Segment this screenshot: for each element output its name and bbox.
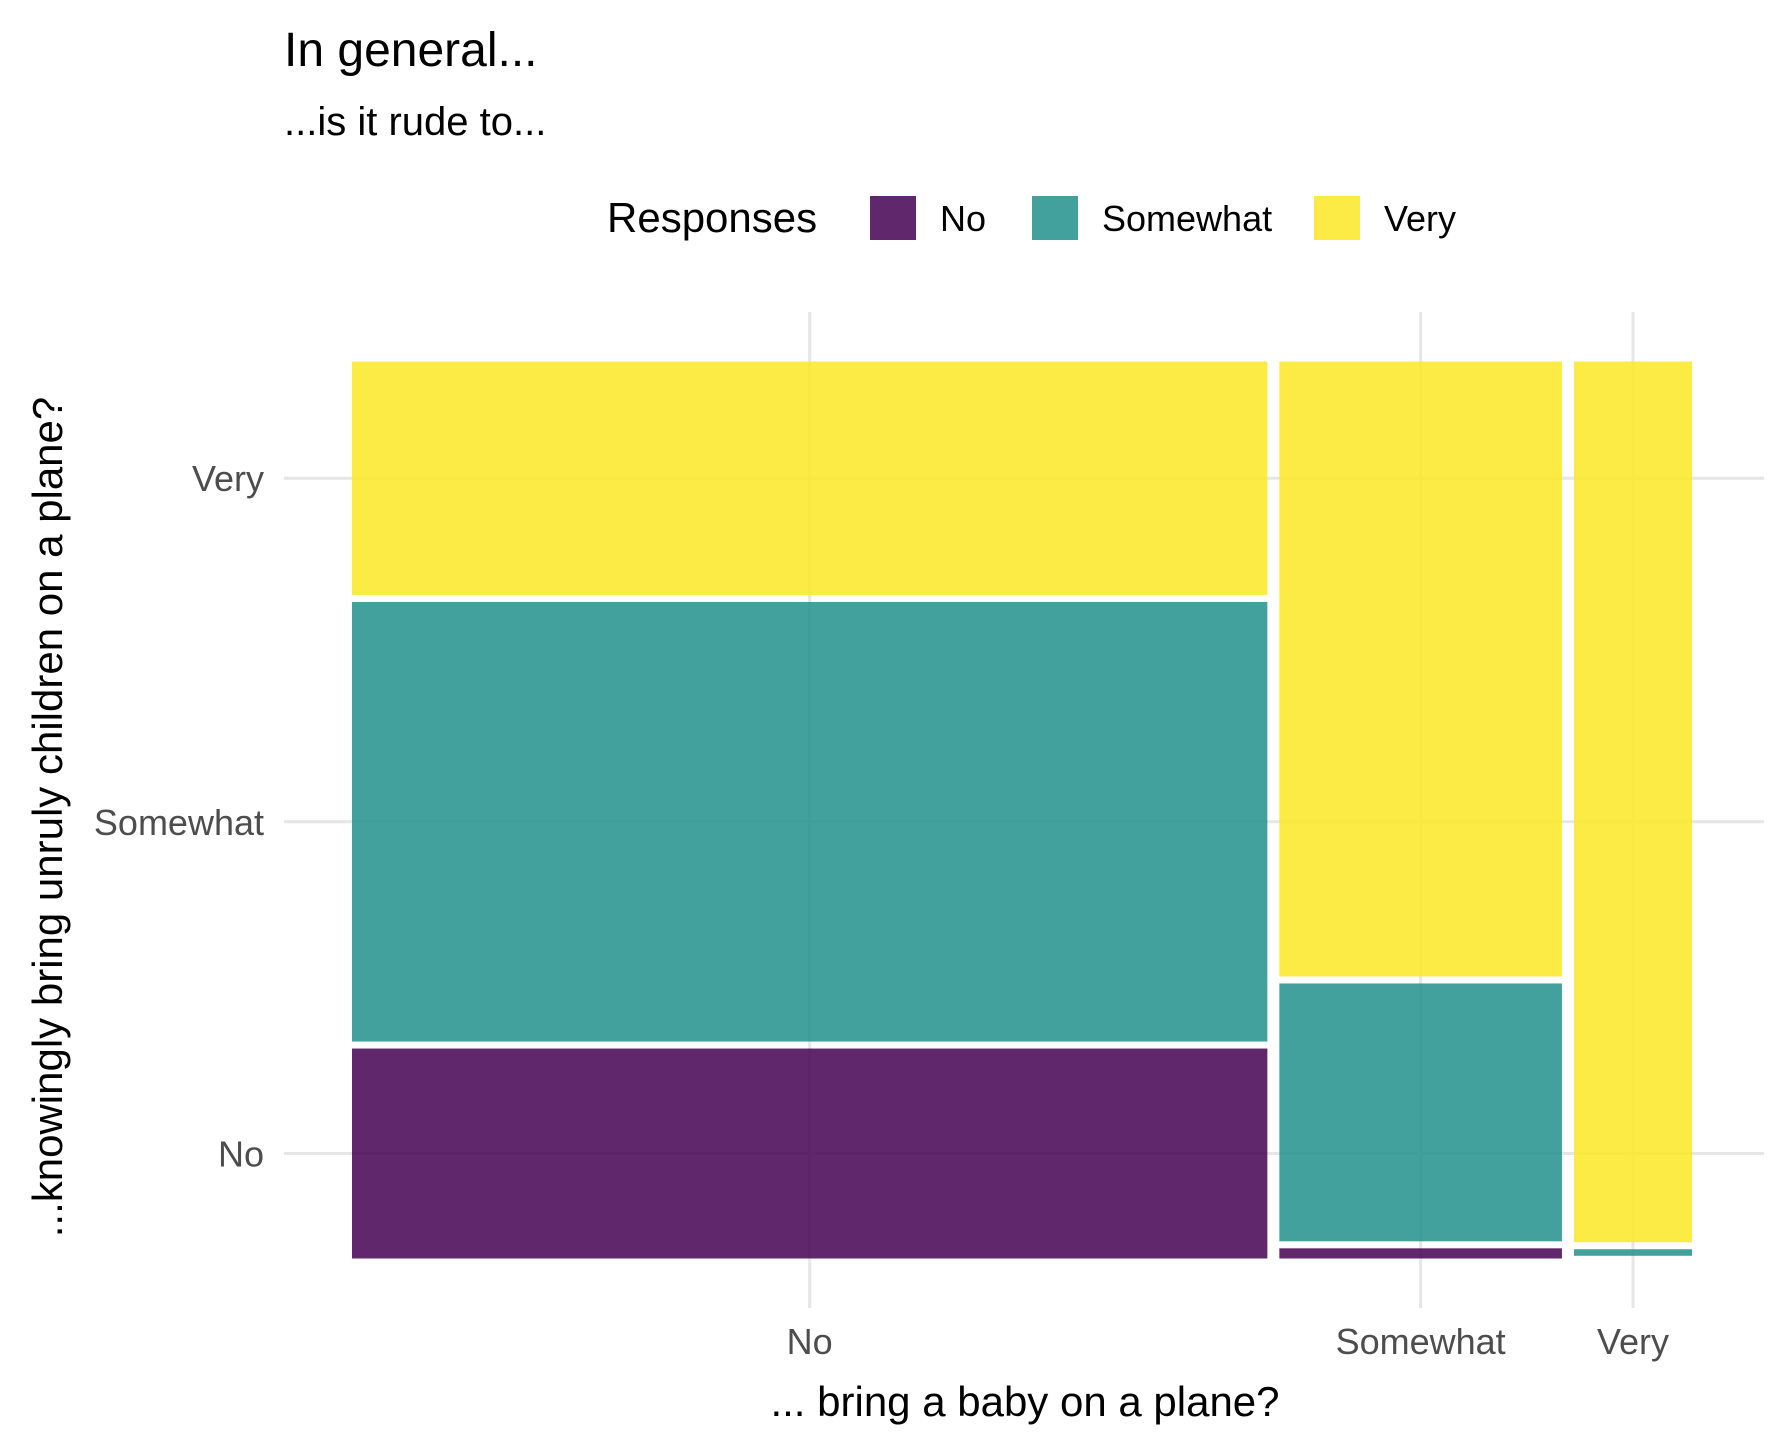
tile-very-somewhat bbox=[1573, 1249, 1692, 1256]
tile-somewhat-no bbox=[1279, 1248, 1562, 1259]
x-tick-labels: No Somewhat Very bbox=[787, 1321, 1669, 1362]
legend-key-somewhat bbox=[1032, 196, 1078, 240]
tile-somewhat-somewhat bbox=[1279, 983, 1562, 1242]
mosaic-tiles bbox=[352, 361, 1692, 1259]
legend-title: Responses bbox=[607, 194, 817, 241]
tile-very-very bbox=[1573, 361, 1692, 1243]
legend-label-very: Very bbox=[1384, 198, 1456, 239]
y-axis-label: ...knowingly bring unruly children on a … bbox=[24, 397, 71, 1238]
x-tick-label-somewhat: Somewhat bbox=[1336, 1321, 1506, 1362]
y-tick-label-somewhat: Somewhat bbox=[94, 802, 264, 843]
x-tick-label-no: No bbox=[787, 1321, 833, 1362]
y-tick-labels: No Somewhat Very bbox=[94, 458, 264, 1174]
legend-key-no bbox=[870, 196, 916, 240]
legend-key-very bbox=[1314, 196, 1360, 240]
x-axis-label: ... bring a baby on a plane? bbox=[770, 1378, 1279, 1425]
tile-somewhat-very bbox=[1279, 361, 1562, 977]
legend: Responses No Somewhat Very bbox=[607, 194, 1456, 241]
legend-label-no: No bbox=[940, 198, 986, 239]
tile-no-no bbox=[352, 1048, 1268, 1259]
legend-label-somewhat: Somewhat bbox=[1102, 198, 1272, 239]
x-tick-label-very: Very bbox=[1597, 1321, 1669, 1362]
chart-title: In general... bbox=[284, 24, 538, 77]
tile-no-somewhat bbox=[352, 601, 1268, 1042]
y-tick-label-very: Very bbox=[192, 458, 264, 499]
y-tick-label-no: No bbox=[218, 1134, 264, 1175]
chart-subtitle: ...is it rude to... bbox=[284, 100, 546, 144]
tile-no-very bbox=[352, 361, 1268, 595]
